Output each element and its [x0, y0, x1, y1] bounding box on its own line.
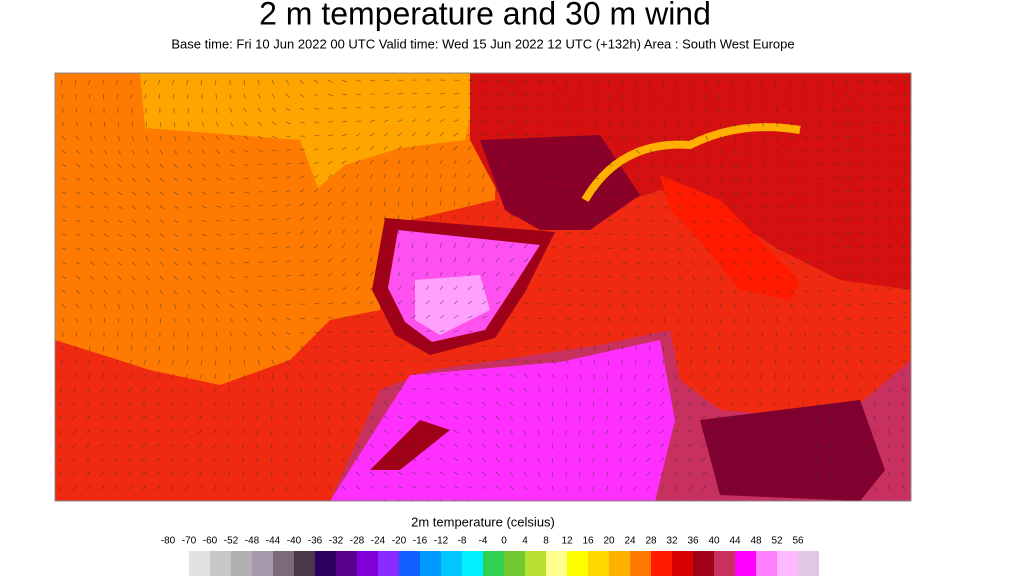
- colorbar-tick-label: 32: [666, 536, 678, 547]
- colorbar-tick-label: 40: [708, 536, 720, 547]
- colorbar-tick-label: -28: [350, 536, 365, 547]
- colorbar-swatch: [798, 551, 819, 576]
- colorbar-swatch: [483, 551, 504, 576]
- colorbar-swatch: [546, 551, 567, 576]
- colorbar-tick-label: 44: [729, 536, 741, 547]
- colorbar-swatch: [777, 551, 798, 576]
- colorbar-tick-label: -16: [413, 536, 428, 547]
- colorbar-swatch: [504, 551, 525, 576]
- title: 2 m temperature and 30 m wind: [259, 0, 711, 31]
- colorbar-tick-label: -4: [479, 536, 488, 547]
- colorbar-tick-label: 8: [543, 536, 549, 547]
- colorbar-tick-label: 0: [501, 536, 507, 547]
- colorbar-tick-label: 16: [582, 536, 594, 547]
- colorbar-swatch: [273, 551, 294, 576]
- colorbar-swatch: [378, 551, 399, 576]
- colorbar-tick-label: -70: [182, 536, 197, 547]
- colorbar-swatch: [441, 551, 462, 576]
- colorbar-tick-label: 12: [561, 536, 573, 547]
- colorbar-swatch: [315, 551, 336, 576]
- colorbar-tick-label: 20: [603, 536, 615, 547]
- colorbar-swatch: [294, 551, 315, 576]
- colorbar-tick-label: -44: [266, 536, 281, 547]
- colorbar-title: 2m temperature (celsius): [411, 514, 555, 529]
- colorbar-tick-label: -80: [161, 536, 176, 547]
- colorbar-tick-label: 52: [771, 536, 783, 547]
- colorbar-swatch: [714, 551, 735, 576]
- colorbar-swatch: [756, 551, 777, 576]
- colorbar-swatch: [231, 551, 252, 576]
- colorbar-tick-label: -20: [392, 536, 407, 547]
- colorbar-tick-label: -52: [224, 536, 239, 547]
- colorbar-swatch: [735, 551, 756, 576]
- colorbar-swatch: [588, 551, 609, 576]
- colorbar-tick-label: 48: [750, 536, 762, 547]
- colorbar-tick-label: -8: [458, 536, 467, 547]
- colorbar-tick-label: -60: [203, 536, 218, 547]
- colorbar-swatch: [609, 551, 630, 576]
- colorbar-swatch: [672, 551, 693, 576]
- colorbar-swatch: [210, 551, 231, 576]
- colorbar-swatch: [252, 551, 273, 576]
- colorbar-swatch: [693, 551, 714, 576]
- colorbar-swatch: [462, 551, 483, 576]
- colorbar-tick-label: -48: [245, 536, 260, 547]
- colorbar-tick-label: -40: [287, 536, 302, 547]
- colorbar-tick-label: 36: [687, 536, 699, 547]
- colorbar-tick-label: 24: [624, 536, 636, 547]
- colorbar-swatch: [399, 551, 420, 576]
- colorbar-tick-label: -32: [329, 536, 344, 547]
- colorbar-tick-label: 4: [522, 536, 528, 547]
- colorbar-swatch: [189, 551, 210, 576]
- colorbar-tick-label: -24: [371, 536, 386, 547]
- colorbar-swatch: [168, 551, 189, 576]
- colorbar-tick-label: 28: [645, 536, 657, 547]
- colorbar-swatch: [525, 551, 546, 576]
- colorbar: -80-70-60-52-48-44-40-36-32-28-24-20-16-…: [161, 536, 819, 576]
- subtitle: Base time: Fri 10 Jun 2022 00 UTC Valid …: [171, 36, 794, 51]
- colorbar-swatch: [567, 551, 588, 576]
- colorbar-swatch: [651, 551, 672, 576]
- colorbar-swatch: [336, 551, 357, 576]
- colorbar-tick-label: -36: [308, 536, 323, 547]
- map: [55, 73, 911, 505]
- colorbar-tick-label: -12: [434, 536, 449, 547]
- colorbar-swatch: [420, 551, 441, 576]
- colorbar-swatch: [357, 551, 378, 576]
- colorbar-tick-label: 56: [792, 536, 804, 547]
- colorbar-swatch: [630, 551, 651, 576]
